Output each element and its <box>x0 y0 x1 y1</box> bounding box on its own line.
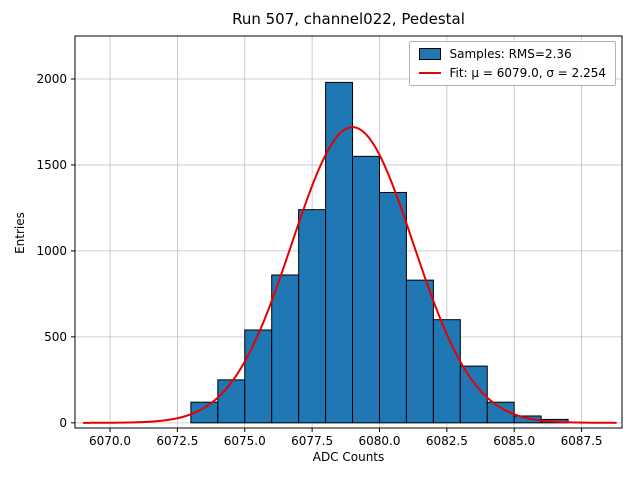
legend-samples-label: Samples: RMS=2.36 <box>449 47 572 61</box>
x-tick-label: 6070.0 <box>89 434 131 448</box>
x-tick-label: 6082.5 <box>426 434 468 448</box>
histogram-bar <box>244 329 273 424</box>
histogram-bar <box>378 191 407 424</box>
y-tick-label: 1500 <box>36 158 67 172</box>
y-tick-label: 1000 <box>36 244 67 258</box>
fit-curve <box>83 126 617 424</box>
histogram-bar <box>352 155 380 424</box>
x-tick-label: 6085.0 <box>493 434 535 448</box>
histogram-bar <box>271 274 300 424</box>
legend-item-samples: Samples: RMS=2.36 <box>419 47 606 61</box>
legend-fit-label: Fit: μ = 6079.0, σ = 2.254 <box>449 66 606 80</box>
y-tick-label: 500 <box>44 330 67 344</box>
x-axis-label: ADC Counts <box>312 450 385 464</box>
y-tick-label: 2000 <box>36 72 67 86</box>
samples-swatch-icon <box>419 48 442 60</box>
x-tick-label: 6080.0 <box>358 434 400 448</box>
histogram-bar <box>325 81 354 424</box>
histogram-bar <box>217 379 246 424</box>
x-tick-label: 6072.5 <box>156 434 198 448</box>
chart-title: Run 507, channel022, Pedestal <box>232 10 465 28</box>
histogram-bar <box>486 401 515 424</box>
legend-item-fit: Fit: μ = 6079.0, σ = 2.254 <box>419 66 606 80</box>
fit-line-swatch-icon <box>419 72 442 74</box>
axes-frame <box>74 35 623 429</box>
x-tick-label: 6075.0 <box>224 434 266 448</box>
x-tick-label: 6077.5 <box>291 434 333 448</box>
histogram-bar <box>405 279 434 424</box>
histogram-bar <box>432 319 461 424</box>
y-axis-label: Entries <box>13 212 27 254</box>
histogram-bar <box>298 209 327 424</box>
x-tick-label: 6087.5 <box>561 434 603 448</box>
y-tick-label: 0 <box>59 416 67 430</box>
legend: Samples: RMS=2.36 Fit: μ = 6079.0, σ = 2… <box>409 41 616 86</box>
